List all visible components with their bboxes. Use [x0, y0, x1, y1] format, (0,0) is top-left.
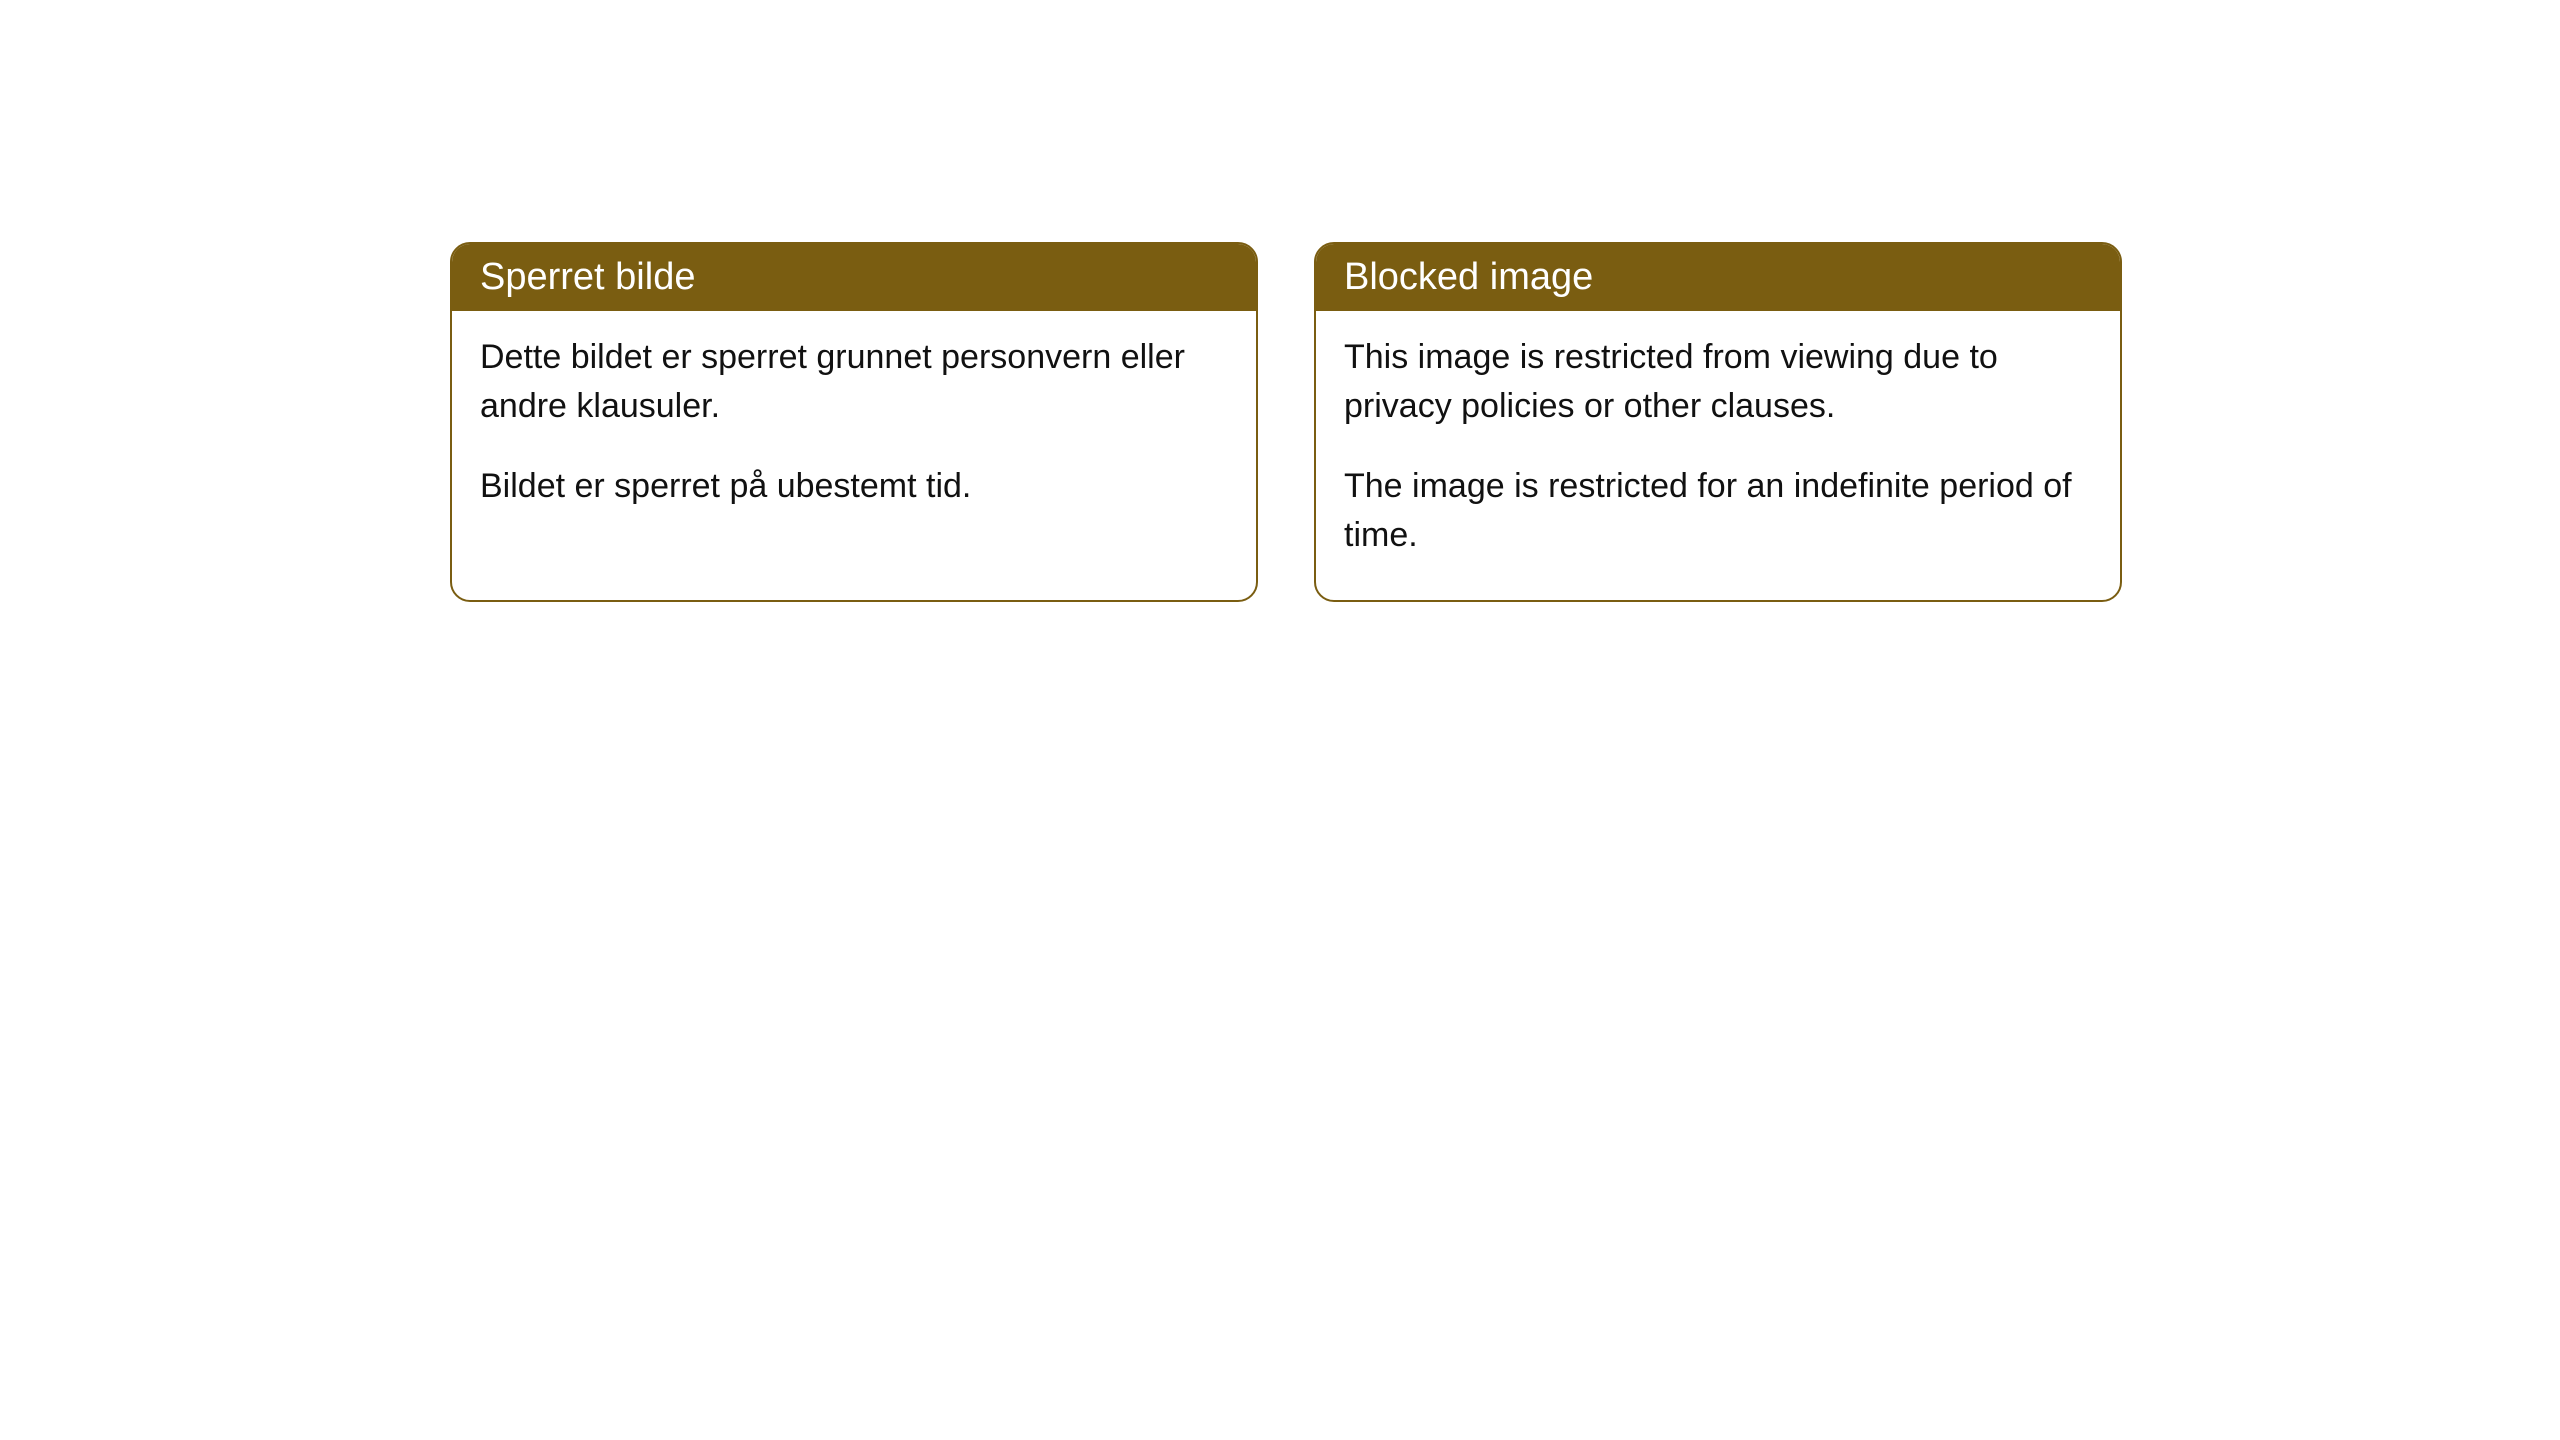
- blocked-image-card-norwegian: Sperret bilde Dette bildet er sperret gr…: [450, 242, 1258, 602]
- card-body: This image is restricted from viewing du…: [1316, 311, 2120, 600]
- card-paragraph: Bildet er sperret på ubestemt tid.: [480, 462, 1228, 511]
- card-paragraph: The image is restricted for an indefinit…: [1344, 462, 2092, 561]
- card-header: Blocked image: [1316, 244, 2120, 311]
- card-header: Sperret bilde: [452, 244, 1256, 311]
- card-paragraph: This image is restricted from viewing du…: [1344, 333, 2092, 432]
- cards-container: Sperret bilde Dette bildet er sperret gr…: [450, 242, 2560, 602]
- blocked-image-card-english: Blocked image This image is restricted f…: [1314, 242, 2122, 602]
- card-paragraph: Dette bildet er sperret grunnet personve…: [480, 333, 1228, 432]
- card-body: Dette bildet er sperret grunnet personve…: [452, 311, 1256, 551]
